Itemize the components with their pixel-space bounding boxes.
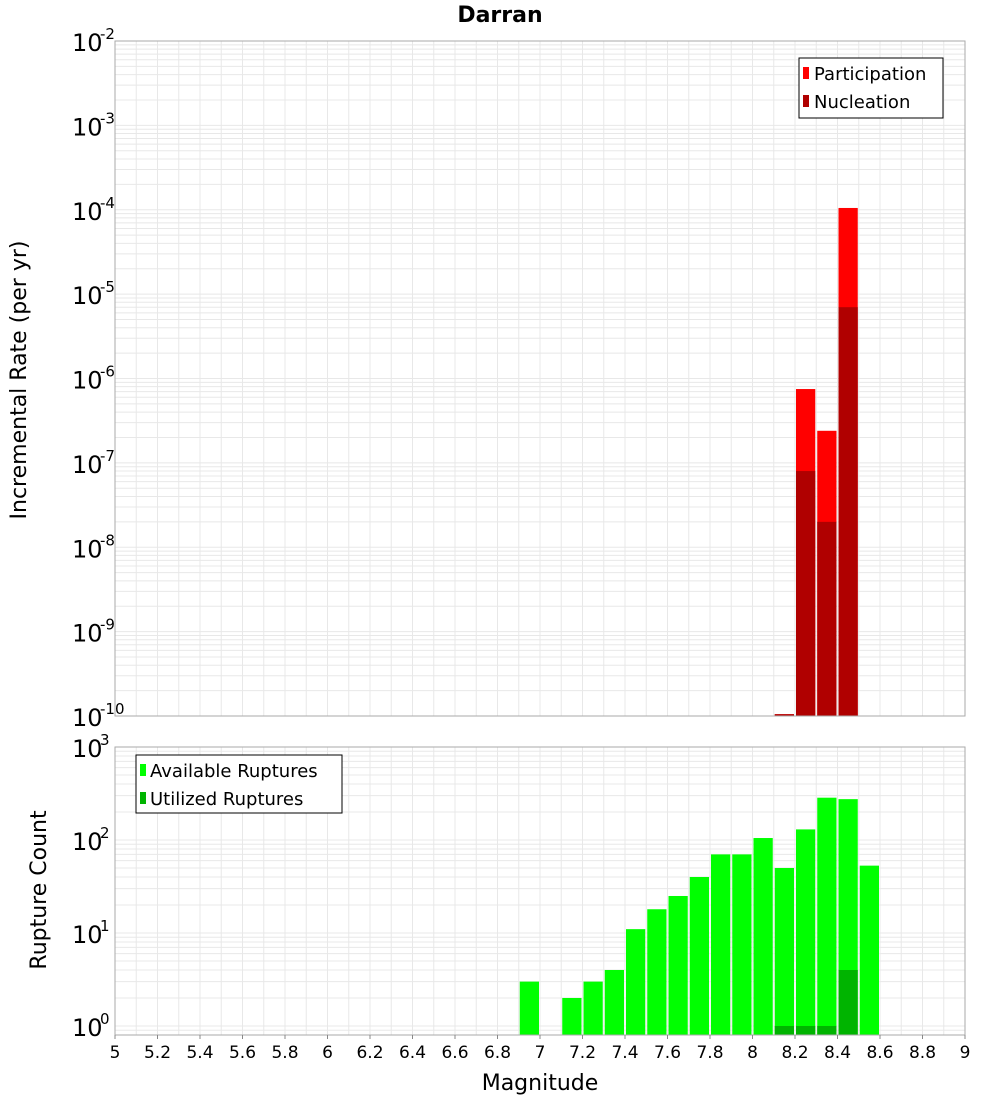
top-panel-bars <box>774 207 858 716</box>
top-y-tick-label: 10 <box>72 704 103 732</box>
bar-available-ruptures <box>647 909 667 1035</box>
x-tick-label: 6.4 <box>399 1043 426 1063</box>
bar-available-ruptures <box>626 929 646 1035</box>
x-tick-label: 6 <box>322 1043 333 1063</box>
bar-available-ruptures <box>774 867 794 1035</box>
bar-available-ruptures <box>711 854 731 1035</box>
x-tick-label: 8.4 <box>824 1043 851 1063</box>
top-y-tick-label-exponent: -8 <box>100 531 115 549</box>
top-y-tick-label-exponent: -7 <box>100 447 115 465</box>
bar-available-ruptures <box>817 797 837 1035</box>
bar-available-ruptures <box>859 865 879 1035</box>
top-legend: Participation Nucleation <box>798 57 944 119</box>
top-panel-frame <box>114 40 966 717</box>
x-tick-label: 6.6 <box>441 1043 468 1063</box>
top-panel-grid <box>114 40 966 717</box>
legend-label-utilized: Utilized Ruptures <box>150 789 303 810</box>
x-tick-label: 8 <box>747 1043 758 1063</box>
bar-nucleation <box>838 307 858 716</box>
bar-available-ruptures <box>668 895 688 1035</box>
x-tick-label: 9 <box>960 1043 971 1063</box>
top-y-tick-label: 10 <box>72 113 103 141</box>
top-y-tick-label-exponent: -9 <box>100 616 115 634</box>
top-y-tick-label: 10 <box>72 451 103 479</box>
bottom-y-tick-label: 10 <box>72 1014 103 1042</box>
top-legend-box <box>798 57 944 119</box>
bottom-y-tick-label: 10 <box>72 921 103 949</box>
top-y-tick-label: 10 <box>72 198 103 226</box>
legend-swatch-available <box>140 764 146 776</box>
top-y-tick-label-exponent: -2 <box>100 25 115 43</box>
bar-utilized-ruptures <box>774 1025 794 1035</box>
legend-swatch-participation <box>803 67 809 79</box>
bar-available-ruptures <box>604 969 624 1035</box>
x-axis-label: Magnitude <box>482 1071 599 1096</box>
chart-title: Darran <box>457 3 542 28</box>
bar-available-ruptures <box>753 838 773 1035</box>
top-y-tick-label-exponent: -4 <box>100 194 115 212</box>
x-tick-label: 6.8 <box>484 1043 511 1063</box>
bar-utilized-ruptures <box>796 1025 816 1035</box>
top-y-tick-label-exponent: -6 <box>100 363 115 381</box>
bottom-y-tick-label-exponent: 2 <box>100 824 110 842</box>
bottom-y-tick-label-exponent: 0 <box>100 1010 110 1028</box>
top-y-tick-label-exponent: -3 <box>100 109 115 127</box>
x-tick-label: 7 <box>535 1043 546 1063</box>
x-tick-label: 7.4 <box>611 1043 638 1063</box>
top-y-tick-label: 10 <box>72 620 103 648</box>
bar-nucleation <box>796 471 816 716</box>
bar-available-ruptures <box>519 981 539 1035</box>
bar-available-ruptures <box>562 997 582 1035</box>
bottom-legend: Available Ruptures Utilized Ruptures <box>135 754 343 814</box>
x-tick-label: 5.2 <box>144 1043 171 1063</box>
legend-label-participation: Participation <box>814 64 926 85</box>
x-tick-label: 7.6 <box>654 1043 681 1063</box>
x-tick-label: 6.2 <box>356 1043 383 1063</box>
x-tick-label: 8.6 <box>866 1043 893 1063</box>
bar-available-ruptures <box>689 877 709 1035</box>
legend-label-nucleation: Nucleation <box>814 92 910 113</box>
top-y-tick-label-exponent: -10 <box>100 700 125 718</box>
bottom-y-tick-label-exponent: 3 <box>100 731 110 749</box>
top-y-tick-label: 10 <box>72 367 103 395</box>
top-y-tick-label: 10 <box>72 535 103 563</box>
bar-available-ruptures <box>796 829 816 1035</box>
bottom-y-tick-label: 10 <box>72 828 103 856</box>
top-y-tick-label-exponent: -5 <box>100 278 115 296</box>
bar-available-ruptures <box>732 854 752 1035</box>
x-axis-ticks: 5 5.2 5.4 5.6 5.8 6 6.2 6.4 6.6 6.8 7 7.2 7.4 7.6 7.8 8… <box>110 1035 971 1063</box>
bottom-y-tick-label-exponent: 1 <box>100 917 110 935</box>
bar-available-ruptures <box>583 981 603 1035</box>
bar-utilized-ruptures <box>817 1025 837 1035</box>
x-tick-label: 5.6 <box>229 1043 256 1063</box>
x-tick-label: 8.2 <box>781 1043 808 1063</box>
top-y-tick-label: 10 <box>72 282 103 310</box>
bottom-legend-box <box>135 754 343 814</box>
top-y-axis-label: Incremental Rate (per yr) <box>7 241 32 520</box>
bar-utilized-ruptures <box>838 969 858 1035</box>
bottom-panel-bars <box>519 797 879 1035</box>
x-tick-label: 7.2 <box>569 1043 596 1063</box>
x-tick-label: 5.4 <box>186 1043 213 1063</box>
x-tick-label: 5 <box>110 1043 121 1063</box>
bottom-y-axis-label: Rupture Count <box>27 810 52 970</box>
top-y-tick-label: 10 <box>72 29 103 57</box>
x-tick-label: 8.8 <box>909 1043 936 1063</box>
x-tick-label: 7.8 <box>696 1043 723 1063</box>
bar-nucleation <box>774 714 794 716</box>
bar-nucleation <box>817 521 837 716</box>
bottom-y-tick-label: 10 <box>72 735 103 763</box>
legend-swatch-nucleation <box>803 95 809 107</box>
x-tick-label: 5.8 <box>271 1043 298 1063</box>
legend-swatch-utilized <box>140 792 146 804</box>
legend-label-available: Available Ruptures <box>150 761 318 782</box>
